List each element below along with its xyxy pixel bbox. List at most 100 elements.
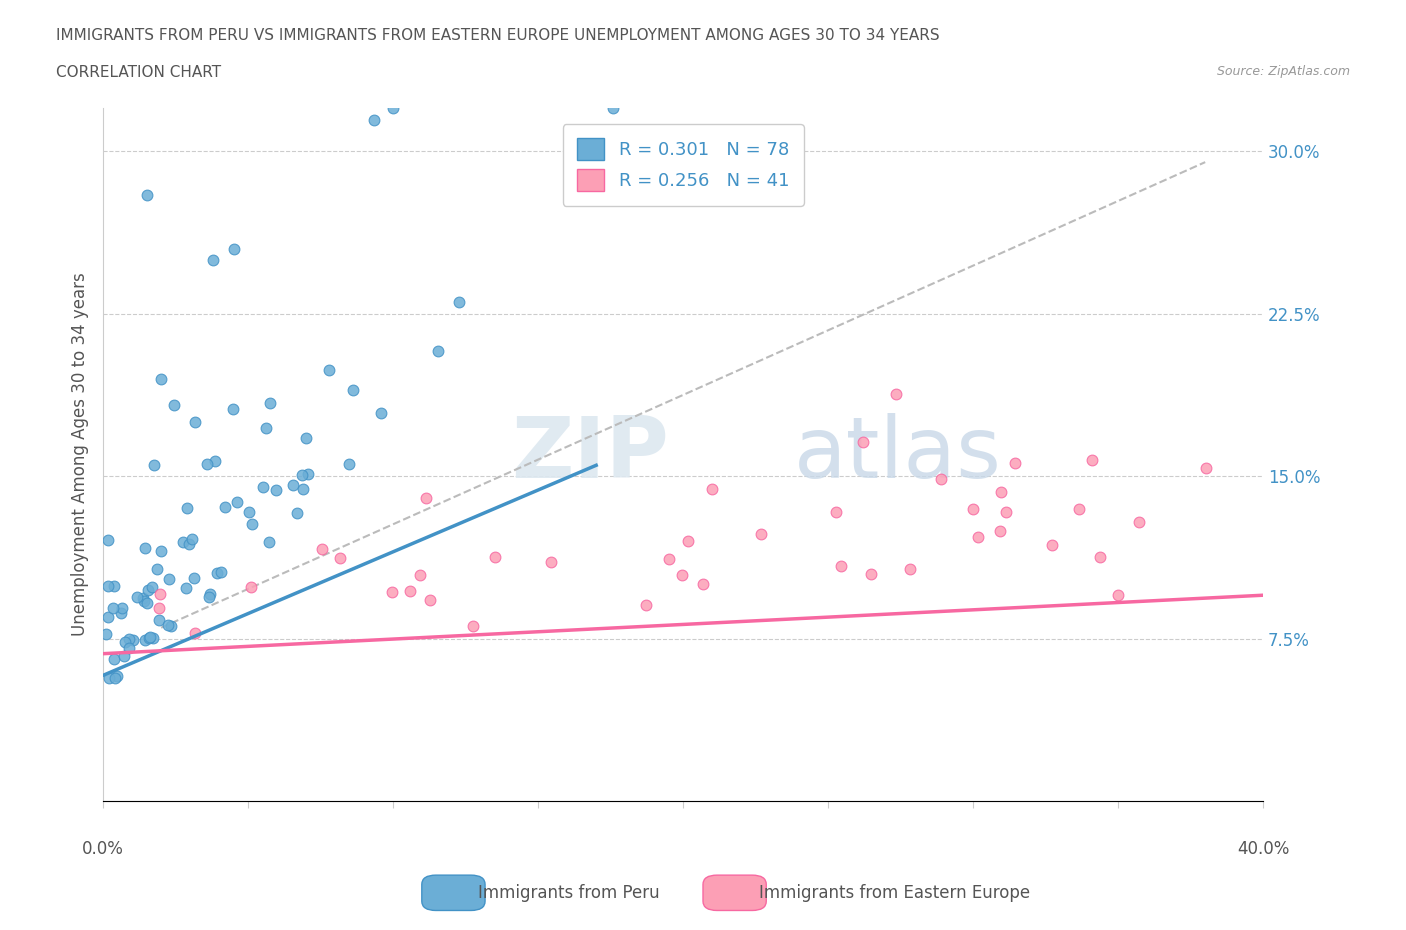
Point [94,627,117,642]
Point [103,671,125,685]
Point [125,589,148,604]
Point [204,453,226,468]
Point [112,649,135,664]
Point [287,505,309,520]
Point [150,371,173,386]
Point [195,457,218,472]
Point [318,362,340,377]
Point [297,466,319,481]
Point [749,527,772,542]
Point [142,631,165,645]
Point [209,565,232,579]
Point [172,535,194,550]
Point [824,504,846,519]
Point [136,596,159,611]
Point [238,505,260,520]
Point [134,540,156,555]
Point [898,562,921,577]
Point [311,541,333,556]
Point [329,551,352,565]
Point [148,613,170,628]
Point [295,431,318,445]
Point [447,294,470,309]
Point [257,535,280,550]
Point [1040,538,1063,552]
Point [143,458,166,472]
Text: IMMIGRANTS FROM PERU VS IMMIGRANTS FROM EASTERN EUROPE UNEMPLOYMENT AMONG AGES 3: IMMIGRANTS FROM PERU VS IMMIGRANTS FROM … [56,28,939,43]
Point [103,652,125,667]
Point [281,478,304,493]
Point [138,631,160,645]
Point [176,500,198,515]
Point [97,578,120,593]
Y-axis label: Unemployment Among Ages 30 to 34 years: Unemployment Among Ages 30 to 34 years [72,272,89,636]
Point [990,485,1012,499]
Point [180,532,202,547]
Point [962,501,984,516]
Text: 0.0%: 0.0% [82,840,124,857]
Point [103,578,125,593]
Point [132,591,155,605]
Point [240,579,263,594]
Point [197,590,219,604]
Point [159,618,181,633]
Point [988,524,1011,538]
Point [671,567,693,582]
Point [254,421,277,436]
Point [676,533,699,548]
Point [177,537,200,551]
Point [198,587,221,602]
Point [184,415,207,430]
Point [1080,453,1102,468]
Point [830,559,852,574]
Point [419,592,441,607]
Point [146,562,169,577]
Point [207,565,229,580]
Legend: R = 0.301   N = 78, R = 0.256   N = 41: R = 0.301 N = 78, R = 0.256 N = 41 [562,124,804,206]
Point [135,187,157,202]
Point [111,601,134,616]
Point [132,593,155,608]
Point [602,100,624,115]
Point [214,499,236,514]
Point [157,572,180,587]
Point [184,626,207,641]
Point [176,580,198,595]
Point [118,631,141,646]
Point [97,671,120,685]
Point [141,579,163,594]
Point [337,457,360,472]
Point [110,605,132,620]
Point [226,495,249,510]
Point [291,482,314,497]
Point [427,343,450,358]
Point [118,641,141,656]
Text: Immigrants from Peru: Immigrants from Peru [478,884,659,902]
Point [97,533,120,548]
Point [101,601,124,616]
Point [136,583,159,598]
Point [240,516,263,531]
Point [202,253,225,268]
Point [398,584,420,599]
Point [259,396,281,411]
Point [634,597,657,612]
Point [138,630,160,644]
Point [134,633,156,648]
Point [157,618,180,632]
Point [658,551,681,566]
Point [370,405,392,420]
Point [381,584,404,599]
Point [363,113,385,127]
Point [540,554,562,569]
Text: Immigrants from Eastern Europe: Immigrants from Eastern Europe [759,884,1031,902]
Point [1128,515,1150,530]
Point [1004,456,1026,471]
Point [149,586,172,601]
Point [408,567,430,582]
Point [121,632,143,647]
Point [264,483,287,498]
Text: 40.0%: 40.0% [1237,840,1289,857]
Point [163,397,186,412]
Point [252,479,274,494]
